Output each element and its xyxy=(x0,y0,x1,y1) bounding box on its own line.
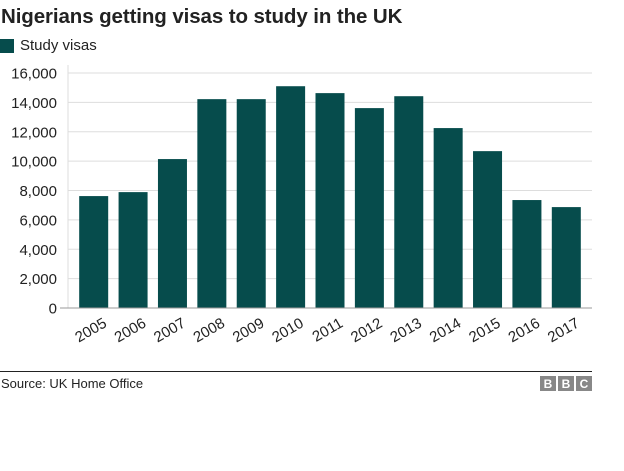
x-tick-label: 2016 xyxy=(506,315,543,346)
x-tick-label: 2012 xyxy=(348,315,385,346)
bar-2012 xyxy=(354,108,384,309)
bar-2006 xyxy=(118,192,148,308)
x-tick-label: 2014 xyxy=(427,315,464,346)
x-tick-label: 2009 xyxy=(230,315,267,346)
bar-2011 xyxy=(315,93,345,308)
y-tick-label: 2,000 xyxy=(19,271,57,288)
x-tick-label: 2017 xyxy=(545,315,582,346)
legend-swatch-study-visas xyxy=(0,38,14,53)
source-note: Source: UK Home Office xyxy=(1,376,144,391)
bar-2015 xyxy=(473,151,503,308)
y-tick-label: 12,000 xyxy=(11,124,57,141)
x-tick-label: 2007 xyxy=(151,315,188,346)
chart-title: Nigerians getting visas to study in the … xyxy=(1,5,403,28)
x-tick-label: 2006 xyxy=(112,315,149,346)
bar-2016 xyxy=(512,200,542,308)
y-tick-label: 10,000 xyxy=(11,154,57,171)
bbc-logo: B B C xyxy=(540,376,592,391)
bar-2010 xyxy=(276,86,306,308)
bar-2008 xyxy=(197,99,227,308)
legend-label-study-visas: Study visas xyxy=(20,37,97,54)
x-tick-label: 2008 xyxy=(190,315,227,346)
x-tick-label: 2015 xyxy=(466,315,503,346)
bbc-logo-letter: C xyxy=(576,376,592,391)
bar-chart: 0 2,000 4,000 6,000 8,000 10,000 12,000 14,000 1… xyxy=(11,65,592,346)
footer-divider xyxy=(0,371,592,372)
y-tick-label: 4,000 xyxy=(19,242,57,259)
bar-2005 xyxy=(79,196,109,308)
bar-2009 xyxy=(236,99,266,308)
x-tick-label: 2005 xyxy=(72,315,109,346)
y-tick-label: 14,000 xyxy=(11,95,57,112)
x-tick-label: 2011 xyxy=(310,315,346,346)
bar-2017 xyxy=(551,207,581,308)
y-tick-label: 8,000 xyxy=(19,183,57,200)
bbc-logo-letter: B xyxy=(558,376,574,391)
bar-2013 xyxy=(394,96,424,308)
bbc-logo-letter: B xyxy=(540,376,556,391)
x-tick-label: 2013 xyxy=(387,315,424,346)
y-tick-label: 0 xyxy=(49,301,57,318)
y-tick-label: 6,000 xyxy=(19,212,57,229)
bar-2007 xyxy=(157,159,187,308)
legend: Study visas xyxy=(0,37,97,54)
y-tick-label: 16,000 xyxy=(11,66,57,83)
x-tick-label: 2010 xyxy=(269,315,306,346)
bar-2014 xyxy=(433,128,463,308)
